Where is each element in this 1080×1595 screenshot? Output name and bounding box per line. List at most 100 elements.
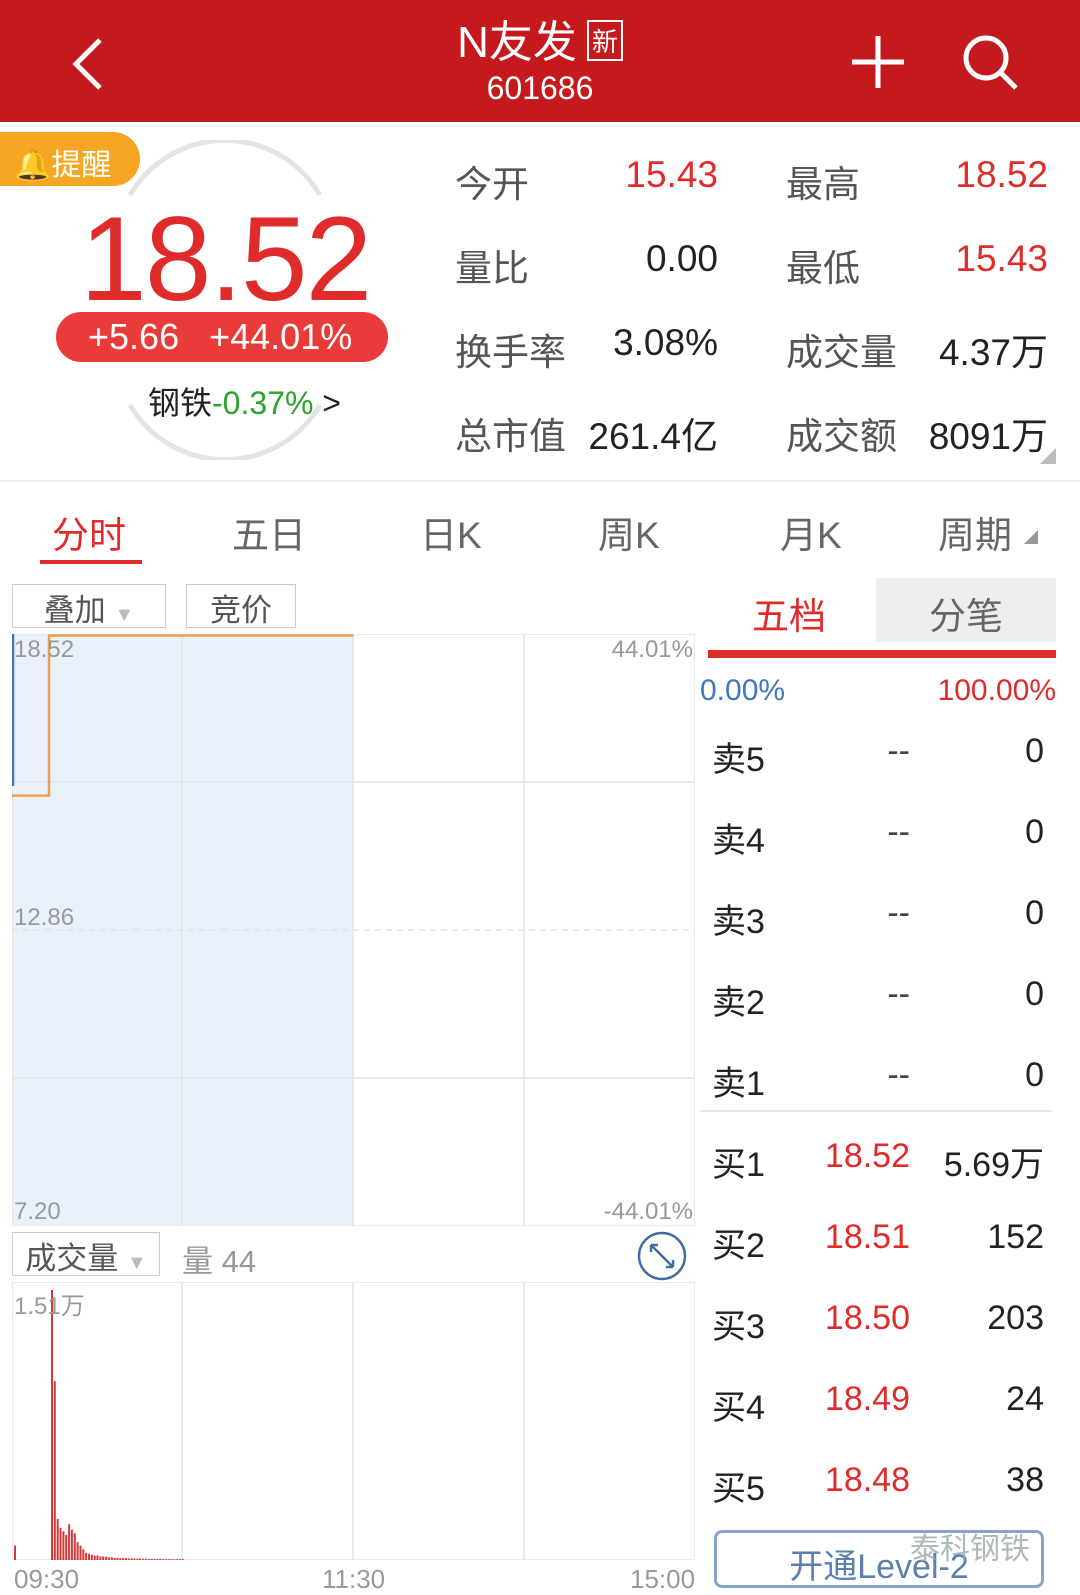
buy-ratio: 0.00%: [700, 674, 786, 707]
order-level-label: 买2: [712, 1227, 765, 1265]
stat-label: 总市值: [455, 416, 566, 457]
volume-bar: [113, 1557, 116, 1560]
volume-bar: [170, 1559, 173, 1560]
volume-bar: [99, 1556, 102, 1560]
tab-2[interactable]: 日K: [420, 515, 482, 556]
volume-bar: [147, 1558, 150, 1560]
volume-bar: [88, 1553, 90, 1560]
volume-bar: [167, 1559, 170, 1560]
search-icon[interactable]: [962, 34, 1020, 92]
overlay-select[interactable]: 叠加 ▼: [12, 584, 166, 628]
back-icon[interactable]: [68, 36, 108, 92]
volume-bar: [105, 1556, 108, 1560]
volume-selector-label: 成交量: [25, 1241, 119, 1276]
stat-label: 成交额: [786, 416, 897, 457]
order-level-label: 买1: [712, 1146, 765, 1184]
tab-4[interactable]: 月K: [780, 515, 842, 556]
price-min-label: 7.20: [14, 1198, 61, 1225]
price-chart[interactable]: [12, 634, 695, 1226]
volume-bar: [82, 1549, 85, 1560]
volume-bar: [68, 1524, 71, 1560]
book-divider: [700, 1110, 1052, 1112]
order-price: --: [887, 732, 910, 770]
remind-button[interactable]: 🔔提醒: [0, 132, 140, 186]
stat-value: 3.08%: [613, 322, 718, 363]
volume-bar: [14, 1545, 16, 1560]
volume-bar: [93, 1555, 96, 1560]
chevron-right-icon: >: [322, 385, 341, 421]
volume-indicator-select[interactable]: 成交量 ▼: [12, 1232, 160, 1276]
volume-bar: [179, 1559, 182, 1560]
volume-bar: [73, 1533, 76, 1560]
stat-label: 今开: [455, 164, 529, 205]
pct-max-label: 44.01%: [611, 636, 693, 663]
volume-bar: [176, 1559, 179, 1560]
active-tab-indicator: [40, 560, 142, 564]
order-price: --: [887, 894, 910, 932]
stat-label: 量比: [455, 248, 529, 289]
volume-bar: [107, 1557, 110, 1560]
tab-1[interactable]: 五日: [232, 515, 306, 556]
volume-bar: [127, 1558, 130, 1560]
volume-bar: [136, 1558, 139, 1560]
volume-bar: [173, 1559, 176, 1560]
volume-bar: [144, 1558, 147, 1560]
expand-corner-icon[interactable]: [1040, 448, 1056, 464]
order-level-label: 卖3: [712, 903, 765, 941]
volume-bar: [122, 1558, 125, 1560]
sell-ratio: 100.00%: [937, 674, 1056, 707]
tab-0[interactable]: 分时: [52, 515, 126, 556]
bell-icon: 🔔: [14, 149, 52, 182]
volume-chart: [12, 1282, 695, 1560]
order-level-label: 买4: [712, 1389, 765, 1427]
auction-button[interactable]: 竞价: [186, 584, 296, 628]
order-price: --: [887, 975, 910, 1013]
tab-3[interactable]: 周K: [598, 515, 660, 556]
time-label-midday: 11:30: [322, 1564, 386, 1594]
volume-bar: [102, 1556, 105, 1560]
order-volume: 0: [1025, 975, 1044, 1013]
add-icon[interactable]: [850, 34, 906, 90]
sector-link[interactable]: 钢铁-0.37% >: [148, 378, 341, 424]
order-volume: 203: [987, 1299, 1044, 1337]
pct-min-label: -44.01%: [603, 1198, 693, 1225]
volume-bar: [142, 1558, 145, 1560]
order-level-label: 卖4: [712, 822, 765, 860]
current-price: 18.52: [80, 192, 372, 326]
volume-bar: [125, 1558, 127, 1560]
volume-bar: [76, 1542, 79, 1560]
volume-max-label: 1.51万: [14, 1293, 85, 1320]
volume-bar: [56, 1518, 59, 1560]
order-volume: 24: [1006, 1380, 1044, 1418]
volume-bar: [85, 1552, 88, 1560]
order-price: 18.50: [824, 1299, 910, 1337]
stat-label: 成交量: [786, 332, 897, 373]
volume-bar: [139, 1558, 142, 1560]
open-level2-button[interactable]: 开通Level-2: [714, 1530, 1044, 1588]
stat-value: 8091万: [928, 416, 1048, 457]
fullscreen-icon[interactable]: [636, 1230, 688, 1282]
volume-bar: [150, 1558, 153, 1560]
change-value: +5.66: [88, 316, 180, 357]
period-dropdown-icon: [1024, 530, 1038, 544]
tab-5[interactable]: 周期: [938, 515, 1012, 556]
sector-name: 钢铁: [148, 385, 213, 421]
stat-value: 15.43: [625, 154, 718, 195]
volume-bar: [59, 1527, 62, 1560]
volume-bar: [90, 1554, 93, 1560]
stat-label: 最高: [786, 164, 860, 205]
volume-bar: [110, 1557, 113, 1560]
volume-bar: [96, 1555, 99, 1560]
top-bar: N友发新 601686: [0, 0, 1080, 122]
stock-name: N友发: [457, 18, 577, 67]
dropdown-icon: ▼: [114, 604, 135, 626]
order-volume: 152: [987, 1218, 1044, 1256]
volume-bar: [65, 1534, 68, 1560]
order-level-label: 买3: [712, 1308, 765, 1346]
volume-bar: [156, 1558, 159, 1560]
tab-ticks[interactable]: 分笔: [876, 578, 1056, 642]
tab-five-levels[interactable]: 五档: [702, 578, 876, 642]
order-volume: 5.69万: [943, 1146, 1044, 1184]
volume-bar: [164, 1559, 167, 1560]
volume-readout: 量 44: [182, 1244, 257, 1279]
